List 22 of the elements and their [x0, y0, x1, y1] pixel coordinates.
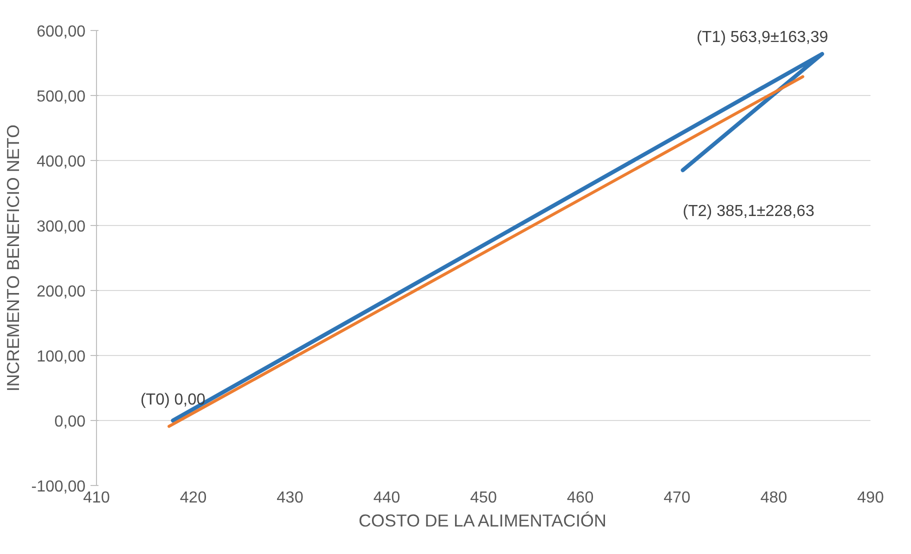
- y-tick-label: 0,00: [54, 414, 86, 430]
- x-tick-label: 460: [566, 490, 594, 506]
- annotation: (T2) 385,1±228,63: [682, 203, 814, 220]
- y-tick-label: 200,00: [36, 284, 86, 300]
- x-tick-label: 450: [470, 490, 497, 506]
- y-tick-label: 500,00: [36, 88, 86, 106]
- y-axis-title: INCREMENTO BENEFICIO NETO: [3, 124, 24, 392]
- annotation: (T0) 0,00: [140, 392, 206, 408]
- x-tick-label: 430: [276, 490, 304, 506]
- y-tick-label: 300,00: [36, 218, 86, 236]
- x-axis-title: COSTO DE LA ALIMENTACIÓN: [358, 510, 606, 530]
- y-tick-label: 100,00: [36, 348, 86, 366]
- y-tick-label: -100,00: [31, 478, 86, 496]
- x-tick-label: 410: [83, 490, 110, 506]
- y-tick-label: 600,00: [36, 24, 86, 40]
- x-tick-label: 480: [760, 490, 788, 506]
- y-tick-label: 400,00: [36, 154, 86, 170]
- x-tick-label: 420: [180, 490, 207, 506]
- x-tick-label: 490: [857, 490, 884, 506]
- x-tick-label: 440: [373, 490, 400, 506]
- annotation: (T1) 563,9±163,39: [696, 28, 828, 46]
- x-tick-label: 470: [664, 490, 690, 506]
